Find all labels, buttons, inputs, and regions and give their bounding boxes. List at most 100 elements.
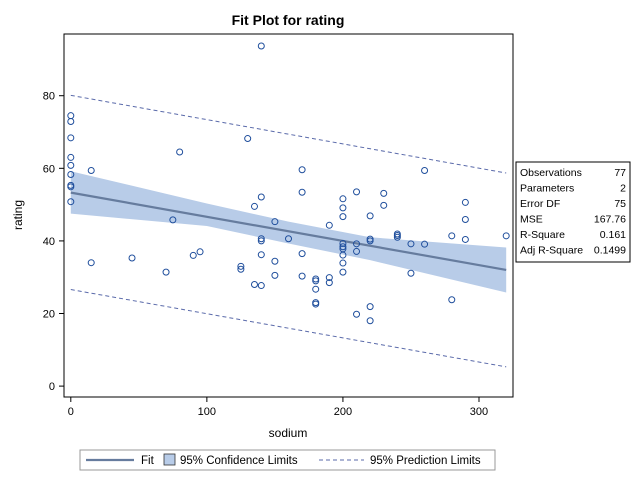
- data-point: [339, 204, 347, 212]
- fit-line: [70, 191, 507, 272]
- y-tick-label: 60: [43, 163, 55, 175]
- data-point: [339, 268, 347, 276]
- data-point: [339, 213, 347, 221]
- data-point: [339, 195, 347, 203]
- data-point: [67, 161, 75, 169]
- data-point: [271, 257, 279, 265]
- data-point: [196, 248, 204, 256]
- data-point: [250, 280, 258, 288]
- data-point: [67, 183, 75, 191]
- data-point: [67, 170, 75, 178]
- data-point: [461, 235, 469, 243]
- x-tick-label: 0: [68, 406, 74, 418]
- y-tick-label: 20: [43, 309, 55, 321]
- data-point: [257, 251, 265, 259]
- prediction-limit-lower: [70, 289, 507, 368]
- data-point: [393, 231, 401, 239]
- y-axis-label: rating: [11, 200, 25, 230]
- data-point: [250, 202, 258, 210]
- legend-fit-label: Fit: [141, 455, 155, 467]
- data-point: [421, 166, 429, 174]
- data-point: [380, 189, 388, 197]
- data-point: [257, 282, 265, 290]
- data-point: [67, 198, 75, 206]
- data-point: [128, 254, 136, 262]
- y-tick-label: 0: [49, 381, 55, 393]
- data-point: [169, 216, 177, 224]
- data-point: [407, 269, 415, 277]
- y-tick-label: 80: [43, 91, 55, 103]
- fit-stat-label: Adj R-Square: [520, 245, 583, 257]
- prediction-limit-upper: [70, 94, 507, 174]
- data-point: [353, 310, 361, 318]
- data-point: [448, 232, 456, 240]
- fit-stat-label: Parameters: [520, 183, 574, 195]
- data-point: [237, 265, 245, 273]
- data-point: [244, 135, 252, 143]
- data-point: [87, 259, 95, 267]
- fit-stat-label: Observations: [520, 167, 582, 179]
- fit-statistics-box: [515, 161, 631, 263]
- data-point: [285, 235, 292, 243]
- chart-title: Fit Plot for rating: [232, 12, 345, 28]
- data-point: [257, 42, 265, 50]
- fit-stat-label: R-Square: [520, 229, 565, 241]
- data-point: [312, 277, 320, 285]
- data-point: [298, 272, 306, 280]
- x-tick-label: 300: [470, 406, 488, 418]
- data-point: [366, 317, 374, 325]
- legend-confidence-label: 95% Confidence Limits: [180, 455, 298, 467]
- data-point: [189, 251, 197, 259]
- legend-confidence-swatch: [163, 453, 176, 466]
- data-point: [339, 243, 347, 251]
- data-point: [366, 303, 374, 311]
- data-point: [87, 166, 95, 174]
- legend-prediction-label: 95% Prediction Limits: [370, 455, 481, 467]
- data-point: [312, 285, 320, 293]
- data-point: [366, 235, 374, 243]
- data-point: [366, 237, 374, 245]
- data-point: [339, 239, 347, 247]
- data-point: [271, 271, 279, 279]
- data-point: [257, 235, 265, 243]
- data-point: [67, 153, 75, 161]
- fit-stat-value: 75: [614, 198, 626, 210]
- fit-stat-label: MSE: [520, 214, 543, 226]
- fit-stat-value: 0.161: [600, 229, 626, 241]
- data-point: [271, 218, 279, 226]
- data-point: [339, 259, 347, 267]
- data-point: [448, 296, 456, 304]
- data-point: [461, 215, 469, 223]
- data-point: [312, 275, 320, 283]
- data-point: [298, 188, 306, 196]
- data-point: [325, 274, 333, 282]
- data-point: [339, 251, 347, 259]
- data-point: [257, 193, 265, 201]
- data-point: [162, 268, 170, 276]
- data-point: [393, 233, 401, 241]
- data-point: [67, 134, 75, 142]
- data-point: [312, 300, 320, 308]
- plot-area: [63, 33, 514, 398]
- data-point: [257, 237, 265, 245]
- data-point: [353, 240, 361, 248]
- data-point: [366, 212, 374, 220]
- fit-stat-label: Error DF: [520, 198, 560, 210]
- legend: Fit 95% Confidence Limits 95% Prediction L…: [79, 449, 496, 471]
- data-point: [353, 188, 361, 196]
- data-point: [421, 240, 429, 248]
- data-point: [502, 232, 510, 240]
- data-point: [298, 250, 306, 258]
- fit-statistics-table: Observations 77 Parameters 2 Error DF 75 MSE 16…: [515, 161, 631, 263]
- data-point: [353, 247, 361, 255]
- y-tick-label: 40: [43, 236, 55, 248]
- legend-frame: [79, 449, 496, 471]
- x-tick-label: 200: [334, 406, 352, 418]
- data-point: [380, 201, 388, 209]
- data-point: [237, 262, 245, 270]
- fit-stat-value: 2: [620, 183, 626, 195]
- fit-stat-value: 0.1499: [594, 245, 626, 257]
- fit-stat-value: 77: [614, 167, 626, 179]
- data-point: [407, 240, 415, 248]
